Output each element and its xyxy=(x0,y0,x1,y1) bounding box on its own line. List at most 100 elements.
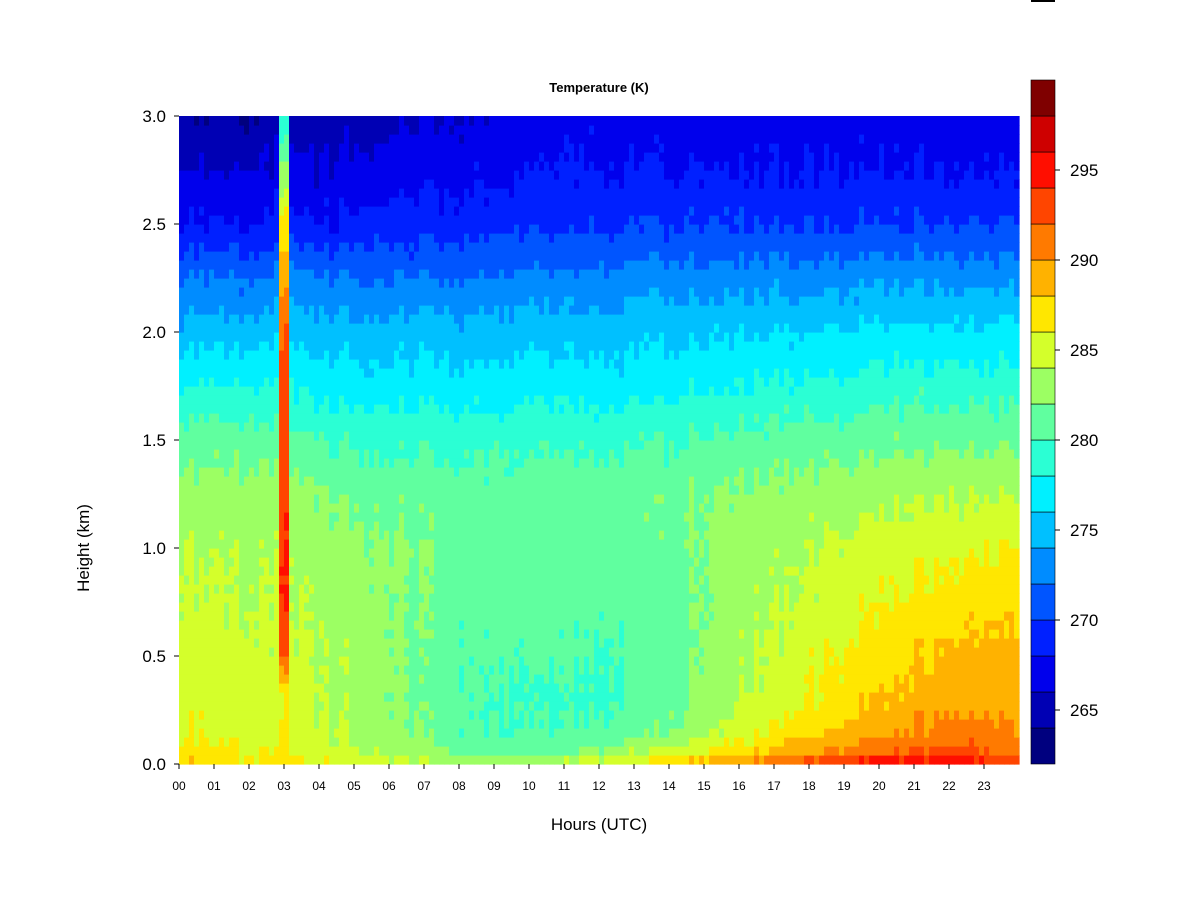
heatmap-cell xyxy=(284,521,290,531)
heatmap-cell xyxy=(339,305,345,315)
heatmap-cell xyxy=(399,431,405,441)
heatmap-cell xyxy=(489,629,495,639)
heatmap-cell xyxy=(514,332,520,342)
heatmap-cell xyxy=(424,557,430,567)
heatmap-cell xyxy=(479,422,485,432)
heatmap-cell xyxy=(469,494,475,504)
heatmap-cell xyxy=(499,512,505,522)
heatmap-cell xyxy=(289,494,295,504)
heatmap-cell xyxy=(509,584,515,594)
heatmap-cell xyxy=(369,728,375,738)
heatmap-cell xyxy=(239,719,245,729)
heatmap-cell xyxy=(399,395,405,405)
heatmap-cell xyxy=(299,548,305,558)
heatmap-cell xyxy=(219,611,225,621)
heatmap-cell xyxy=(384,512,390,522)
heatmap-cell xyxy=(384,683,390,693)
heatmap-cell xyxy=(444,737,450,747)
heatmap-cell xyxy=(234,566,240,576)
heatmap-cell xyxy=(204,368,210,378)
heatmap-cell xyxy=(394,341,400,351)
heatmap-cell xyxy=(234,674,240,684)
heatmap-cell xyxy=(399,440,405,450)
heatmap-cell xyxy=(344,125,350,135)
heatmap-cell xyxy=(494,215,500,225)
heatmap-cell xyxy=(324,629,330,639)
heatmap-cell xyxy=(269,323,275,333)
heatmap-cell xyxy=(244,143,250,153)
heatmap-cell xyxy=(249,287,255,297)
heatmap-cell xyxy=(459,620,465,630)
heatmap-cell xyxy=(289,242,295,252)
heatmap-cell xyxy=(374,359,380,369)
heatmap-cell xyxy=(469,215,475,225)
heatmap-cell xyxy=(509,332,515,342)
heatmap-cell xyxy=(354,323,360,333)
heatmap-cell xyxy=(379,125,385,135)
heatmap-cell xyxy=(229,161,235,171)
heatmap-cell xyxy=(524,701,530,711)
heatmap-cell xyxy=(364,251,370,261)
heatmap-cell xyxy=(214,656,220,666)
heatmap-cell xyxy=(424,566,430,576)
heatmap-cell xyxy=(499,206,505,216)
heatmap-cell xyxy=(509,233,515,243)
heatmap-cell xyxy=(389,215,395,225)
heatmap-cell xyxy=(449,593,455,603)
heatmap-cell xyxy=(379,287,385,297)
heatmap-cell xyxy=(359,701,365,711)
heatmap-cell xyxy=(239,260,245,270)
heatmap-cell xyxy=(229,341,235,351)
heatmap-cell xyxy=(344,575,350,585)
heatmap-cell xyxy=(379,737,385,747)
heatmap-cell xyxy=(379,116,385,126)
heatmap-cell xyxy=(379,395,385,405)
heatmap-cell xyxy=(394,692,400,702)
heatmap-cell xyxy=(179,413,185,423)
heatmap-cell xyxy=(279,431,285,441)
heatmap-cell xyxy=(194,503,200,513)
heatmap-cell xyxy=(519,449,525,459)
heatmap-cell xyxy=(214,233,220,243)
heatmap-cell xyxy=(509,188,515,198)
heatmap-cell xyxy=(299,305,305,315)
heatmap-cell xyxy=(184,755,190,765)
heatmap-cell xyxy=(304,575,310,585)
heatmap-cell xyxy=(199,296,205,306)
heatmap-cell xyxy=(434,260,440,270)
heatmap-cell xyxy=(519,377,525,387)
heatmap-cell xyxy=(354,359,360,369)
heatmap-cell xyxy=(234,314,240,324)
heatmap-cell xyxy=(244,530,250,540)
heatmap-cell xyxy=(194,152,200,162)
heatmap-cell xyxy=(199,683,205,693)
heatmap-cell xyxy=(489,566,495,576)
heatmap-cell xyxy=(499,413,505,423)
heatmap-cell xyxy=(444,413,450,423)
heatmap-cell xyxy=(209,368,215,378)
heatmap-cell xyxy=(259,530,265,540)
heatmap-cell xyxy=(429,593,435,603)
heatmap-cell xyxy=(179,269,185,279)
heatmap-cell xyxy=(484,656,490,666)
heatmap-cell xyxy=(334,656,340,666)
heatmap-cell xyxy=(389,539,395,549)
heatmap-cell xyxy=(384,296,390,306)
heatmap-cell xyxy=(334,611,340,621)
heatmap-cell xyxy=(349,503,355,513)
heatmap-cell xyxy=(284,692,290,702)
heatmap-cell xyxy=(459,323,465,333)
heatmap-cell xyxy=(239,737,245,747)
heatmap-cell xyxy=(304,620,310,630)
heatmap-cell xyxy=(204,116,210,126)
heatmap-cell xyxy=(354,170,360,180)
heatmap-cell xyxy=(204,296,210,306)
heatmap-cell xyxy=(499,683,505,693)
heatmap-cell xyxy=(419,710,425,720)
heatmap-cell xyxy=(394,512,400,522)
heatmap-cell xyxy=(309,242,315,252)
heatmap-cell xyxy=(384,692,390,702)
heatmap-cell xyxy=(439,530,445,540)
heatmap-cell xyxy=(489,233,495,243)
heatmap-cell xyxy=(449,377,455,387)
